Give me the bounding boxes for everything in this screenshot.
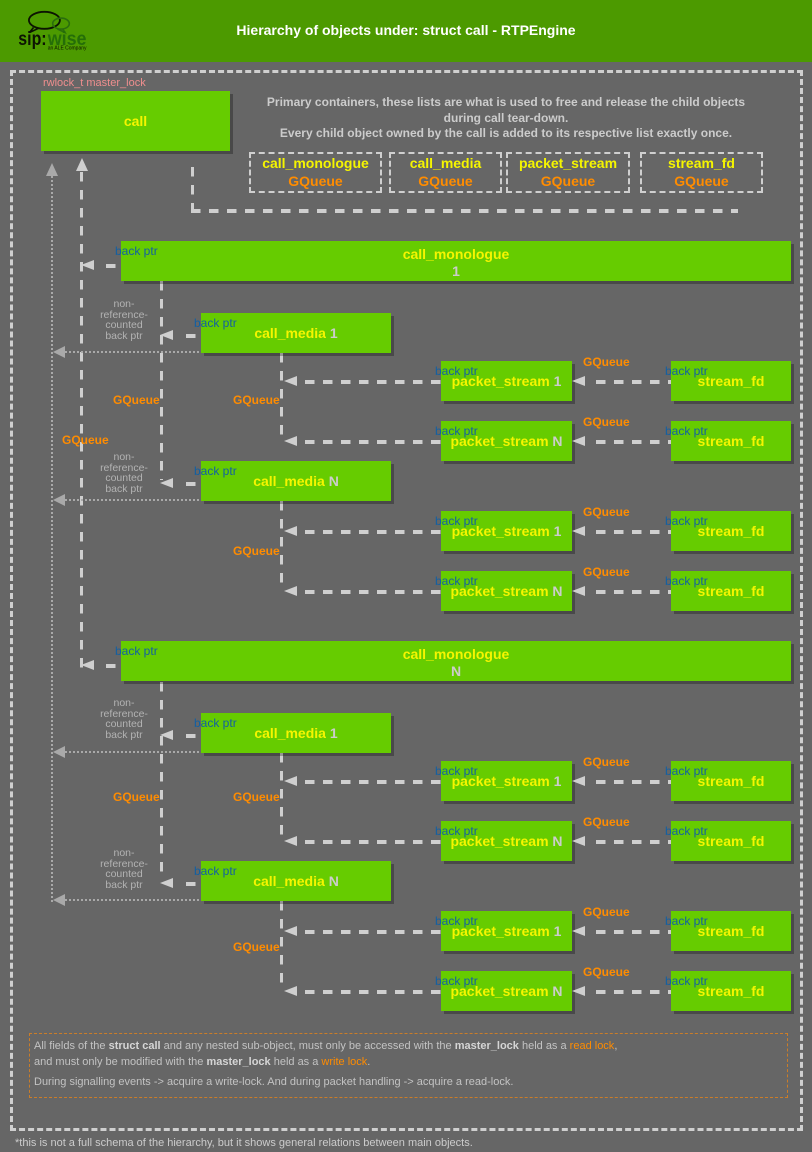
svg-text:an ALE Company: an ALE Company [48, 46, 87, 52]
svg-text:wise: wise [47, 29, 87, 50]
svg-text:sip:: sip: [18, 29, 46, 50]
